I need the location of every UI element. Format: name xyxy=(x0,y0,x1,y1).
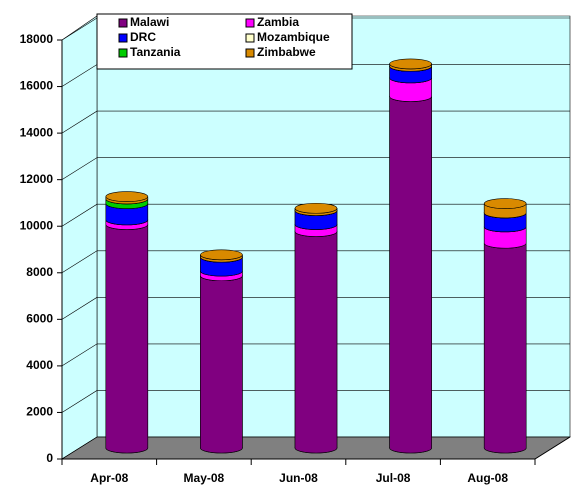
legend-swatch xyxy=(245,48,255,58)
y-tick-label: 14000 xyxy=(20,125,54,139)
cylinder-front xyxy=(389,96,432,454)
legend-label: Mozambique xyxy=(257,30,330,44)
cylinder-segment xyxy=(105,219,149,454)
legend-swatch xyxy=(118,18,128,28)
cylinder-front xyxy=(105,224,149,454)
legend-label: Malawi xyxy=(130,15,169,29)
legend-label: DRC xyxy=(130,30,156,44)
y-tick-label: 6000 xyxy=(26,312,53,326)
cylinder-segment xyxy=(389,91,432,454)
y-tick-label: 4000 xyxy=(26,358,53,372)
legend xyxy=(96,13,353,70)
y-tick-label: 16000 xyxy=(20,79,54,93)
cylinder-segment xyxy=(105,191,149,205)
cylinder-segment xyxy=(294,202,338,216)
cylinder-top xyxy=(294,202,338,214)
x-tick-label: May-08 xyxy=(184,471,225,485)
legend-label: Tanzania xyxy=(130,45,181,59)
cylinder-top xyxy=(389,58,432,70)
x-tick-label: Apr-08 xyxy=(90,471,128,485)
x-tick-label: Jul-08 xyxy=(376,471,411,485)
legend-swatch xyxy=(245,33,255,43)
cylinder-segment xyxy=(389,58,432,72)
side-wall xyxy=(61,15,98,460)
y-tick-label: 10000 xyxy=(20,218,54,232)
legend-swatch xyxy=(118,48,128,58)
cylinder-segment xyxy=(483,237,527,454)
cylinder-segment xyxy=(483,198,527,219)
y-tick-label: 2000 xyxy=(26,405,53,419)
cylinder-top xyxy=(483,198,527,209)
x-tick-label: Aug-08 xyxy=(467,471,508,485)
x-axis-depth xyxy=(534,436,571,460)
cylinder-front xyxy=(483,243,527,454)
x-tick-label: Jun-08 xyxy=(279,471,318,485)
cylinder-top xyxy=(200,249,243,261)
legend-label: Zimbabwe xyxy=(257,45,316,59)
legend-label: Zambia xyxy=(257,15,299,29)
cylinder-top xyxy=(105,191,149,202)
cylinder-segment xyxy=(294,226,338,454)
cylinder-front xyxy=(294,231,338,454)
cylinder-front xyxy=(200,275,243,454)
cylinder-segment xyxy=(200,249,243,263)
y-tick-label: 8000 xyxy=(26,265,53,279)
legend-swatch xyxy=(245,18,255,28)
y-tick-label: 12000 xyxy=(20,172,54,186)
y-tick-label: 0 xyxy=(46,451,53,465)
legend-swatch xyxy=(118,33,128,43)
cylinder-segment xyxy=(200,270,243,454)
y-tick-label: 18000 xyxy=(20,32,54,46)
